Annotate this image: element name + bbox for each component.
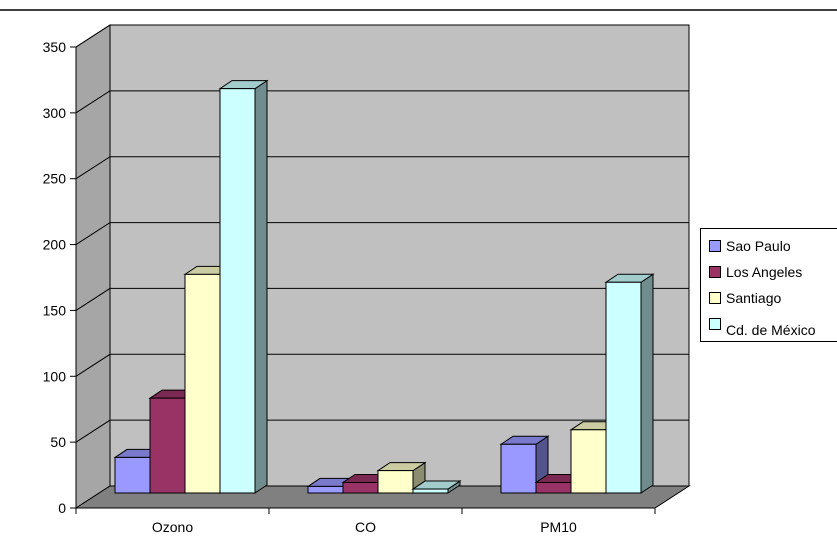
bar-co-3	[411, 480, 462, 494]
legend-item-sao-paulo: Sao Paulo	[709, 237, 791, 255]
gridline	[75, 222, 689, 245]
y-tick-label: 0	[58, 500, 66, 516]
bar-front	[535, 481, 572, 494]
y-tick-labels: 0 50 100 150 200 250 300 350	[43, 39, 76, 516]
bar-front	[184, 273, 221, 494]
bars	[113, 79, 655, 494]
side-wall	[75, 24, 111, 509]
bar-side	[254, 79, 268, 494]
legend-item-los-angeles: Los Angeles	[709, 263, 802, 281]
bar-front	[500, 443, 537, 494]
y-tick-label: 300	[43, 105, 67, 121]
legend-item-cd-de-mexico: Cd. de México	[709, 315, 815, 338]
gridline	[75, 24, 689, 48]
x-tick-label: CO	[355, 519, 376, 535]
legend-label: Santiago	[726, 290, 782, 306]
x-tick-label: PM10	[540, 519, 577, 535]
y-tick-label: 50	[50, 434, 66, 450]
bar-front	[307, 485, 344, 494]
bar-front	[342, 481, 379, 494]
gridline	[75, 90, 689, 114]
gridline	[75, 353, 689, 377]
legend-swatch	[709, 318, 721, 330]
axes	[75, 47, 655, 509]
bar-front	[570, 429, 607, 494]
bar-front	[412, 488, 449, 494]
y-tick-label: 200	[43, 237, 67, 253]
bar-front	[377, 470, 414, 494]
gridlines	[75, 24, 689, 443]
bar-front	[219, 88, 256, 494]
bar-side	[640, 273, 654, 494]
gridline	[75, 419, 689, 443]
bar-pm10-3	[604, 273, 655, 494]
gridline	[75, 156, 689, 180]
legend-label: Los Angeles	[726, 264, 803, 280]
legend-swatch	[709, 266, 721, 278]
y-tick-label: 350	[43, 39, 67, 55]
y-tick-label: 100	[43, 368, 67, 384]
legend-swatch	[709, 240, 721, 252]
legend-item-santiago: Santiago	[709, 289, 781, 307]
legend: Sao Paulo Los Angeles Santiago Cd. de Mé…	[700, 228, 837, 342]
legend-label: Sao Paulo	[726, 238, 791, 254]
y-tick-label: 250	[43, 171, 67, 187]
bar-front	[114, 456, 151, 494]
x-tick-label: Ozono	[152, 519, 193, 535]
legend-swatch	[709, 292, 721, 304]
x-category-labels: Ozono CO PM10	[75, 508, 656, 535]
bar-front	[149, 397, 186, 494]
legend-label: Cd. de México	[726, 322, 816, 338]
gridline	[75, 287, 689, 311]
bar-front	[605, 281, 642, 494]
y-tick-label: 150	[43, 302, 67, 318]
bar-ozono-3	[218, 79, 269, 494]
